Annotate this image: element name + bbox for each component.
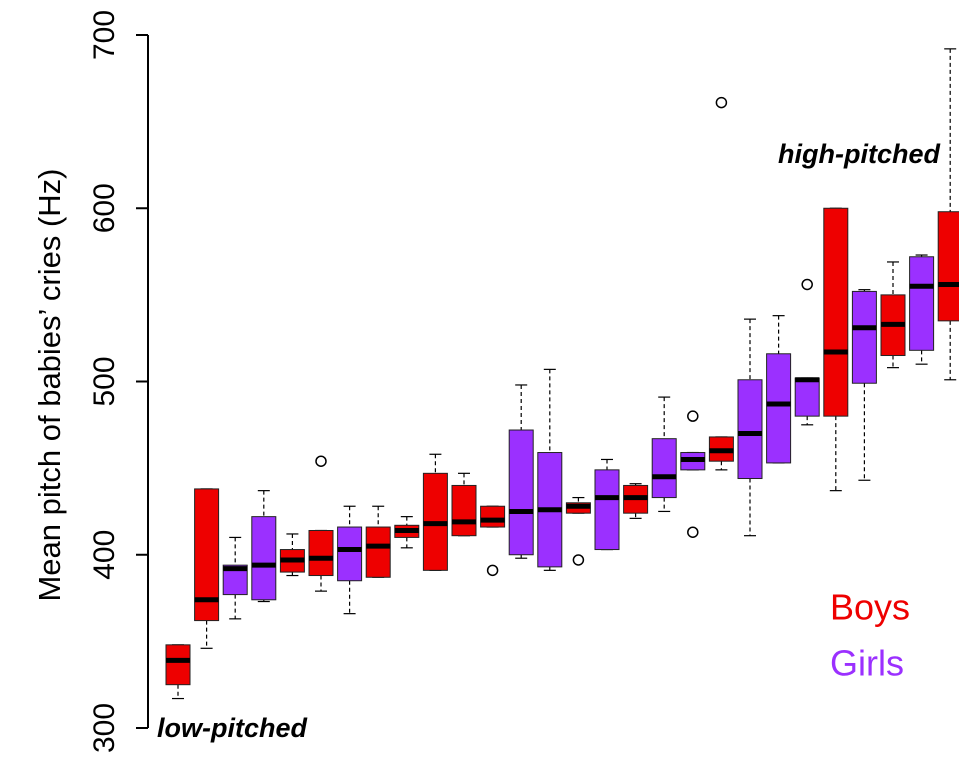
box [851, 290, 877, 384]
legend-label: Boys [830, 587, 910, 628]
outlier [801, 278, 813, 291]
box [909, 256, 935, 351]
y-tick-label: 400 [88, 530, 121, 580]
outlier [687, 410, 699, 422]
box [251, 516, 277, 601]
box [937, 211, 959, 322]
outlier [486, 564, 499, 577]
y-tick-label: 600 [88, 183, 121, 233]
outlier [315, 455, 327, 467]
box [365, 526, 391, 578]
y-tick-label: 500 [88, 356, 121, 406]
outlier [687, 526, 699, 538]
box [165, 644, 191, 686]
outlier [715, 96, 728, 109]
y-axis-title: Mean pitch of babies’ cries (Hz) [32, 168, 67, 601]
y-tick-label: 300 [88, 703, 121, 753]
box [651, 438, 677, 499]
box [794, 377, 820, 417]
box [823, 207, 849, 417]
box [594, 469, 620, 551]
box [737, 379, 763, 480]
box [308, 529, 334, 577]
annotation: low-pitched [157, 713, 307, 743]
outlier [572, 554, 585, 566]
box [508, 429, 534, 556]
y-tick-label: 700 [88, 10, 121, 60]
box [766, 353, 792, 464]
legend-label: Girls [830, 643, 904, 684]
box [451, 484, 477, 537]
box [480, 505, 506, 528]
box [337, 526, 363, 582]
annotation: high-pitched [778, 139, 940, 169]
